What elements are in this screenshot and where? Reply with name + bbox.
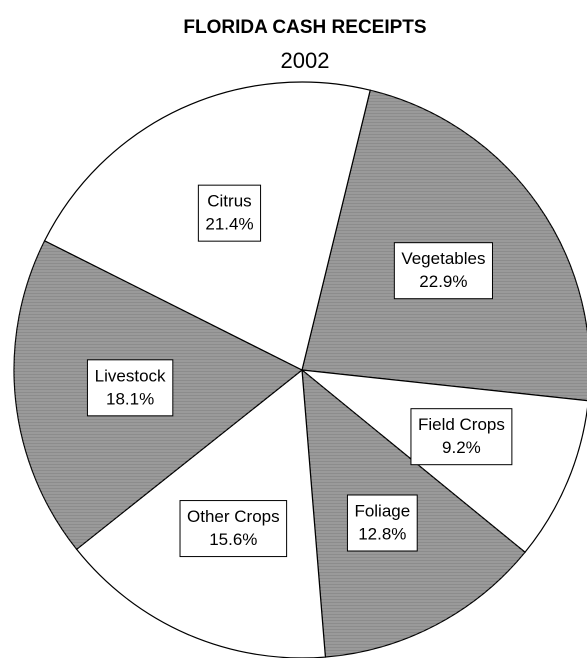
- slice-value: 18.1%: [106, 389, 154, 408]
- slice-name: Citrus: [207, 192, 251, 211]
- slice-value: 22.9%: [419, 272, 467, 291]
- label-box: [197, 184, 262, 242]
- labels: Vegetables 22.9% Field Crops 9.2% Foliage 12.…: [86, 184, 513, 558]
- slice-name: Livestock: [95, 366, 166, 385]
- label-box: [393, 242, 493, 300]
- slice-name: Vegetables: [401, 249, 485, 268]
- slice-name: Field Crops: [418, 415, 505, 434]
- label-box: [410, 408, 513, 466]
- chart-title: FLORIDA CASH RECEIPTS: [183, 17, 426, 38]
- slice-value: 9.2%: [442, 438, 481, 457]
- slice-name: Foliage: [354, 501, 410, 520]
- label-box: [346, 494, 418, 552]
- chart-subtitle: 2002: [281, 48, 330, 73]
- slice-name: Other Crops: [187, 507, 280, 526]
- slice-value: 15.6%: [209, 530, 257, 549]
- label-box: [86, 359, 174, 417]
- label-box: [179, 500, 288, 558]
- slice-value: 12.8%: [358, 524, 406, 543]
- slice-value: 21.4%: [205, 215, 253, 234]
